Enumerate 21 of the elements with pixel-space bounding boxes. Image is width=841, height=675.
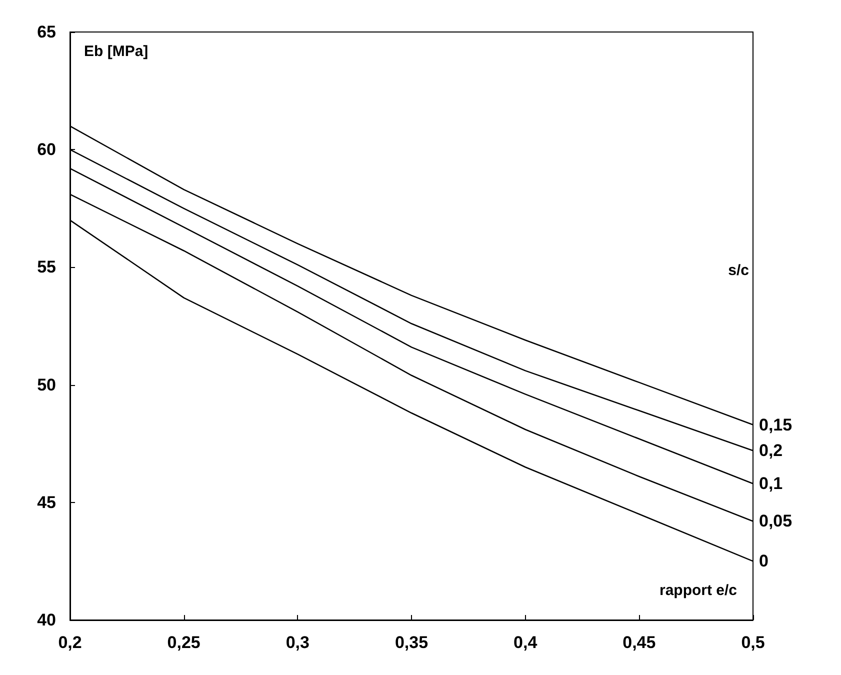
x-tick-label: 0,45	[622, 633, 656, 652]
y-tick-label: 55	[37, 258, 56, 277]
x-tick-label: 0,35	[394, 633, 428, 652]
y-axis-title: Eb [MPa]	[84, 43, 148, 60]
series-label: 0,2	[759, 441, 783, 460]
y-tick-label: 65	[37, 22, 56, 42]
series-label: 0,05	[759, 512, 792, 531]
y-tick-label: 50	[37, 375, 56, 394]
y-tick-label: 45	[37, 492, 56, 512]
y-tick-label: 40	[37, 610, 56, 630]
series-label: 0,15	[759, 415, 792, 434]
x-tick-label: 0,3	[286, 633, 310, 652]
x-tick-label: 0,25	[167, 633, 200, 652]
x-tick-label: 0,5	[741, 633, 765, 652]
legend-title: s/c	[728, 262, 750, 279]
x-axis-title: rapport e/c	[659, 582, 738, 599]
x-tick-label: 0,4	[514, 633, 538, 652]
series-label: 0,1	[759, 474, 783, 494]
y-tick-label: 60	[37, 140, 56, 160]
series-label: 0	[759, 552, 768, 571]
x-tick-label: 0,2	[58, 633, 82, 652]
